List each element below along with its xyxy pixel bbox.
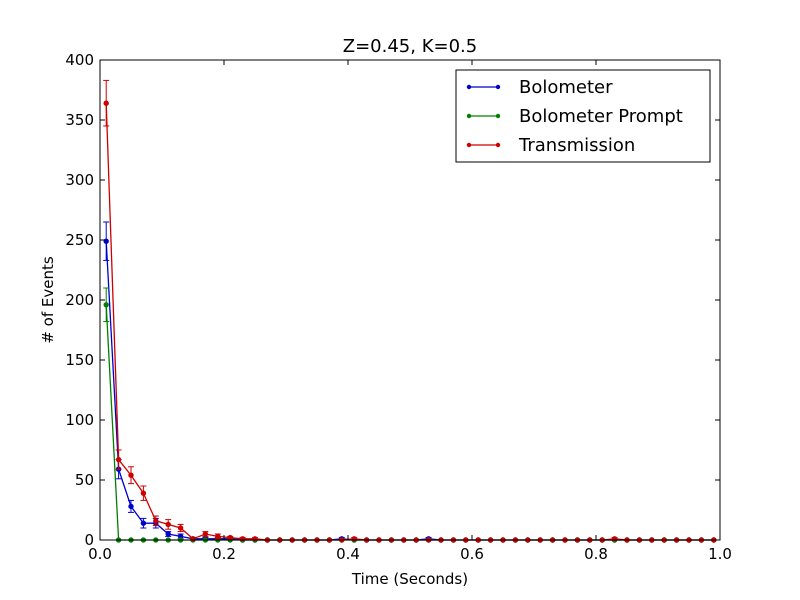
- plot-area: [99, 59, 721, 543]
- data-point: [103, 302, 109, 308]
- legend-label: Bolometer: [519, 77, 613, 98]
- x-tick-label: 1.0: [708, 545, 732, 563]
- data-point: [140, 520, 147, 526]
- y-tick-label: 350: [65, 111, 94, 129]
- legend-marker: [495, 113, 501, 119]
- legend-marker: [466, 84, 472, 90]
- y-tick-label: 0: [84, 531, 94, 549]
- legend: Bolometer Bolometer Prompt Transmission: [455, 69, 711, 163]
- data-point: [177, 525, 184, 531]
- data-point: [215, 533, 221, 540]
- data-point: [128, 472, 134, 478]
- x-tick-label: 0.4: [336, 545, 360, 563]
- data-point: [153, 518, 159, 524]
- data-point: [202, 531, 209, 537]
- data-point: [140, 490, 147, 496]
- y-axis-label: # of Events: [39, 256, 57, 344]
- legend-label: Bolometer Prompt: [519, 106, 683, 127]
- data-point: [103, 100, 109, 106]
- legend-marker: [466, 113, 472, 119]
- data-point: [103, 238, 109, 244]
- data-point: [227, 534, 233, 541]
- x-axis-label: Time (Seconds): [351, 570, 468, 588]
- chart-title: Z=0.45, K=0.5: [343, 36, 477, 57]
- x-axis: 0.0 0.2 0.4 0.6 0.8 1.0: [88, 60, 732, 563]
- legend-marker: [495, 84, 501, 90]
- legend-marker: [495, 142, 501, 148]
- y-tick-label: 400: [65, 51, 94, 69]
- legend-label: Transmission: [518, 135, 635, 156]
- x-tick-label: 0.2: [212, 545, 236, 563]
- data-point: [128, 503, 134, 510]
- data-point: [165, 521, 171, 528]
- y-tick-label: 250: [65, 231, 94, 249]
- x-tick-label: 0.0: [88, 545, 112, 563]
- data-point: [115, 456, 122, 463]
- y-axis: 0 50 100 150 200 250 300 350 400: [65, 51, 720, 549]
- legend-marker: [466, 142, 472, 148]
- x-tick-label: 0.8: [584, 545, 608, 563]
- y-tick-label: 50: [75, 471, 94, 489]
- y-tick-label: 150: [65, 351, 94, 369]
- x-tick-label: 0.6: [460, 545, 484, 563]
- y-tick-label: 300: [65, 171, 94, 189]
- data-point: [165, 531, 171, 537]
- y-tick-label: 200: [65, 291, 94, 309]
- y-tick-label: 100: [65, 411, 94, 429]
